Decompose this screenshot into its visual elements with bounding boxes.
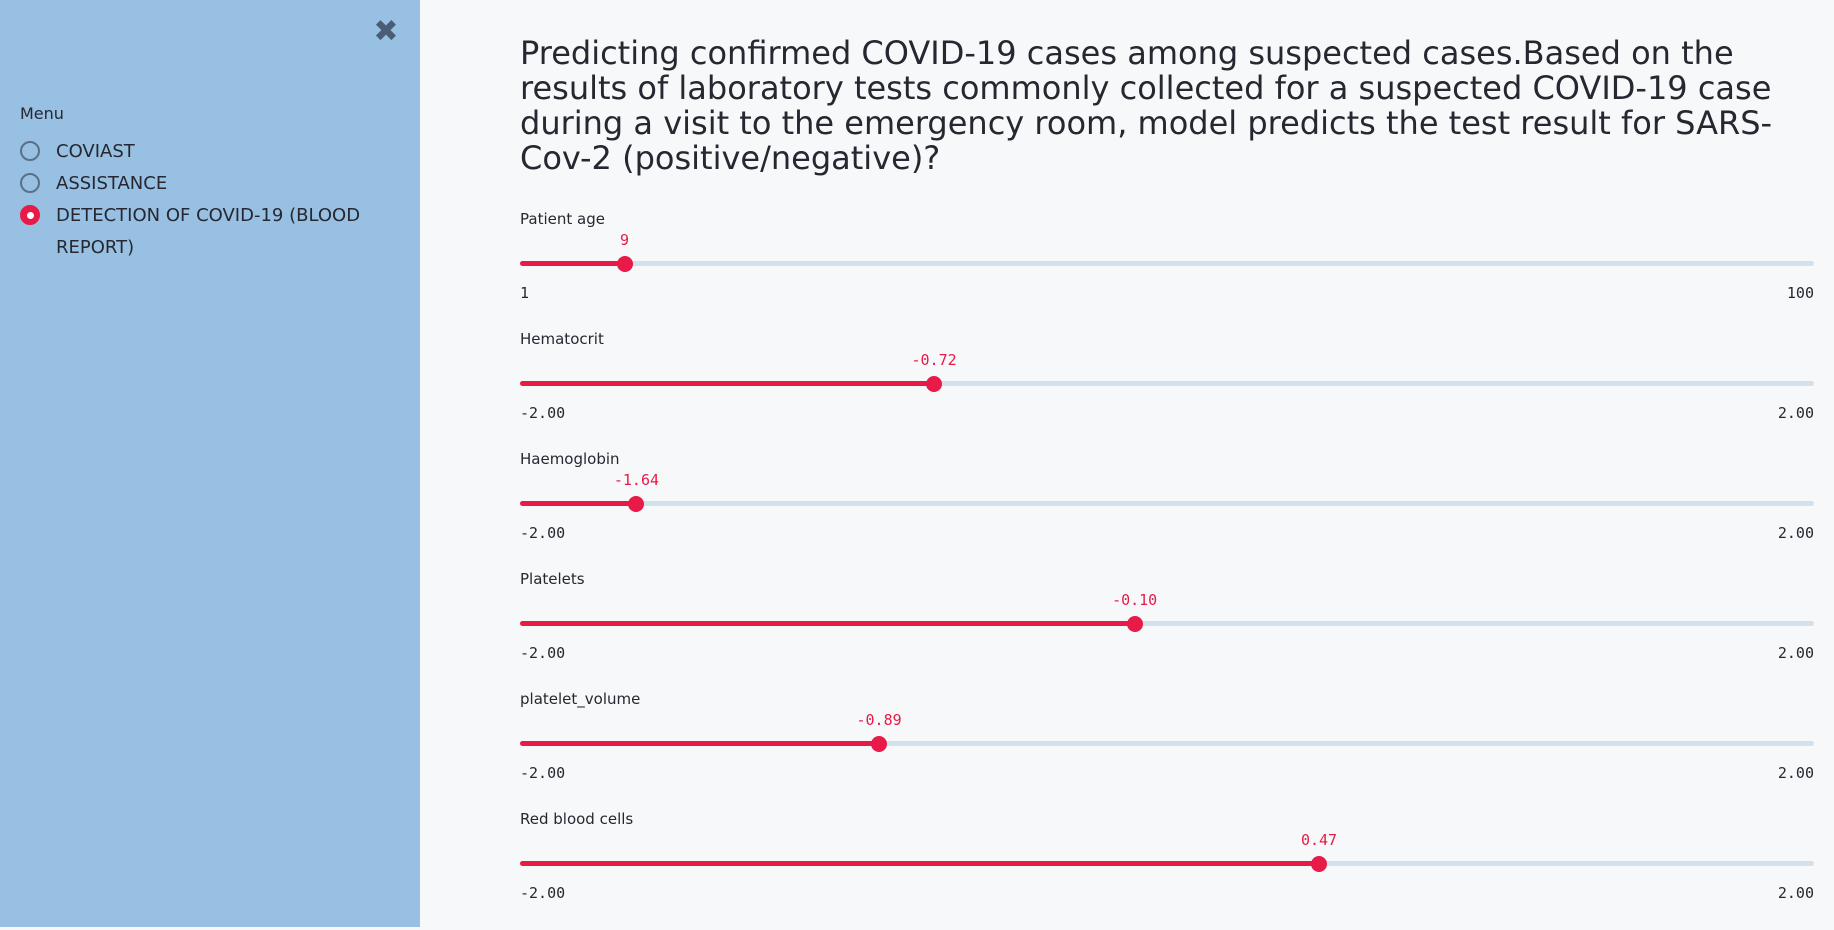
slider-value: 9 [620,231,630,249]
slider-platelets: Platelets -0.10 -2.00 2.00 [520,570,1814,690]
radio-unselected-icon[interactable] [20,173,40,193]
slider-min: -2.00 [520,884,566,902]
slider-max: 2.00 [1777,764,1814,782]
slider-track[interactable]: -0.10 [520,591,1814,632]
slider-label: Red blood cells [520,810,634,828]
slider-track[interactable]: -0.72 [520,351,1814,392]
slider-label: Hematocrit [520,330,604,348]
slider-thumb[interactable] [871,736,888,752]
slider-value: -0.10 [1112,591,1158,609]
slider-value: -1.64 [613,471,660,489]
slider-haemoglobin: Haemoglobin -1.64 -2.00 2.00 [520,450,1814,570]
slider-thumb[interactable] [1311,856,1328,872]
slider-patient-age: Patient age 9 1 100 [520,210,1814,330]
radio-selected-icon[interactable] [20,205,40,225]
slider-platelet-volume: platelet_volume -0.89 -2.00 2.00 [520,690,1814,810]
sidebar: ✖ Menu COVIAST ASSISTANCE DETECTION OF C… [0,0,420,927]
radio-option-coviast[interactable]: COVIAST [20,136,400,168]
slider-fill [520,501,637,506]
slider-fill [520,741,880,746]
slider-thumb[interactable] [926,376,943,392]
radio-option-assistance[interactable]: ASSISTANCE [20,168,400,200]
slider-min: -2.00 [520,764,566,782]
radio-unselected-icon[interactable] [20,141,40,161]
slider-thumb[interactable] [1126,616,1143,632]
slider-min: -2.00 [520,404,566,422]
slider-track[interactable]: -0.89 [520,711,1814,752]
menu-label: Menu [20,104,64,123]
slider-value: -0.72 [911,351,957,369]
slider-max: 2.00 [1777,644,1814,662]
radio-option-detection[interactable]: DETECTION OF COVID-19 (BLOOD REPORT) [20,200,400,264]
slider-max: 100 [1786,284,1814,302]
menu-radio-group: COVIAST ASSISTANCE DETECTION OF COVID-19… [20,136,400,264]
slider-min: 1 [520,284,530,302]
slider-max: 2.00 [1777,884,1814,902]
slider-min: -2.00 [520,644,566,662]
slider-value: -0.89 [856,711,902,729]
slider-track[interactable]: -1.64 [520,471,1814,512]
slider-hematocrit: Hematocrit -0.72 -2.00 2.00 [520,330,1814,450]
slider-fill [520,261,625,266]
slider-label: Haemoglobin [520,450,620,468]
slider-fill [520,381,935,386]
slider-max: 2.00 [1777,524,1814,542]
slider-label: Patient age [520,210,605,228]
slider-fill [520,861,1320,866]
slider-max: 2.00 [1777,404,1814,422]
slider-label: Platelets [520,570,585,588]
radio-option-label: DETECTION OF COVID-19 (BLOOD REPORT) [56,205,361,258]
close-icon[interactable]: ✖ [373,14,399,49]
radio-option-label: ASSISTANCE [56,173,168,194]
slider-label: platelet_volume [520,690,641,708]
slider-thumb[interactable] [628,496,645,512]
slider-list: Patient age 9 1 100 Hematocrit -0.72 -2.… [520,210,1814,930]
slider-track[interactable]: 0.47 [520,831,1814,872]
radio-option-label: COVIAST [56,141,135,162]
slider-thumb[interactable] [616,256,633,272]
slider-value: 0.47 [1300,831,1338,849]
page-title: Predicting confirmed COVID-19 cases amon… [520,34,1773,177]
slider-track[interactable]: 9 [520,231,1814,272]
slider-fill [520,621,1135,626]
slider-red-blood-cells: Red blood cells 0.47 -2.00 2.00 [520,810,1814,930]
slider-min: -2.00 [520,524,566,542]
main-content: Predicting confirmed COVID-19 cases amon… [520,0,1814,930]
